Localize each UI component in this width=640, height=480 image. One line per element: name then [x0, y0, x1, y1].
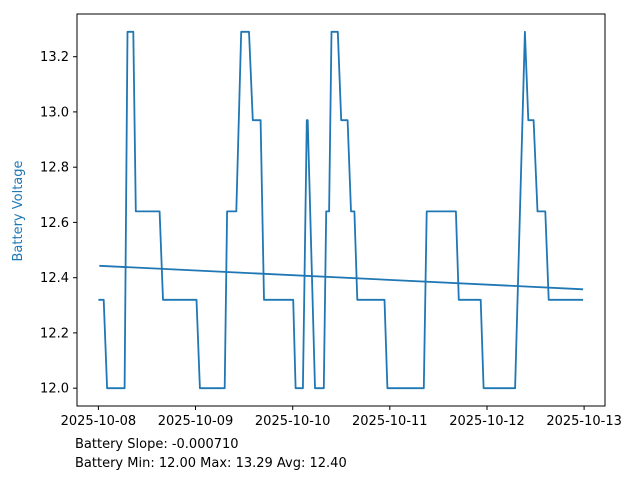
y-tick-label: 12.0	[40, 382, 69, 397]
y-tick-label: 13.2	[40, 50, 69, 65]
x-tick-label: 2025-10-11	[352, 414, 428, 429]
x-tick-label: 2025-10-09	[158, 414, 234, 429]
y-tick-label: 12.6	[40, 216, 69, 231]
x-tick-label: 2025-10-12	[449, 414, 525, 429]
y-tick-label: 12.4	[40, 271, 69, 286]
x-tick-label: 2025-10-10	[255, 414, 331, 429]
battery-trend-line	[99, 264, 584, 291]
axes-frame	[76, 13, 606, 407]
x-tick-label: 2025-10-13	[546, 414, 622, 429]
x-tick-label: 2025-10-08	[61, 414, 137, 429]
y-tick-label: 12.8	[40, 161, 69, 176]
annotation-battery-slope: Battery Slope: -0.000710	[75, 437, 239, 452]
y-axis-label: Battery Voltage	[11, 160, 26, 261]
battery-voltage-line	[98, 30, 584, 390]
y-tick-label: 12.2	[40, 326, 69, 341]
y-tick-label: 13.0	[40, 105, 69, 120]
annotation-battery-stats: Battery Min: 12.00 Max: 13.29 Avg: 12.40	[75, 456, 347, 471]
